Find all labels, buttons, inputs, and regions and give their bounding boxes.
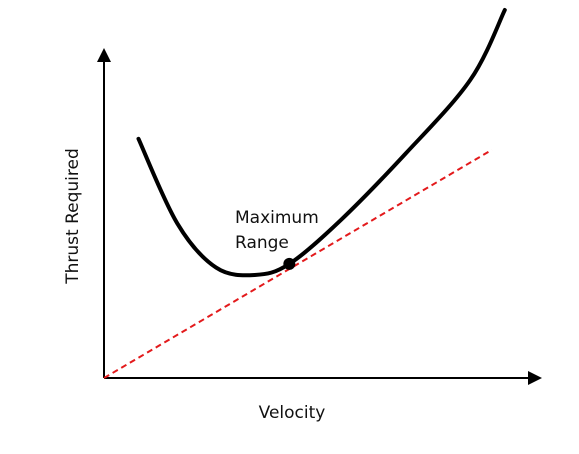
thrust-required-curve xyxy=(136,8,507,278)
annotation-maximum: Maximum xyxy=(235,208,319,228)
y-axis-label: Thrust Required xyxy=(63,148,83,285)
maximum-range-point xyxy=(283,257,296,270)
annotation-range: Range xyxy=(235,233,289,253)
x-axis-label: Velocity xyxy=(259,403,326,423)
tangent-line xyxy=(103,148,493,379)
